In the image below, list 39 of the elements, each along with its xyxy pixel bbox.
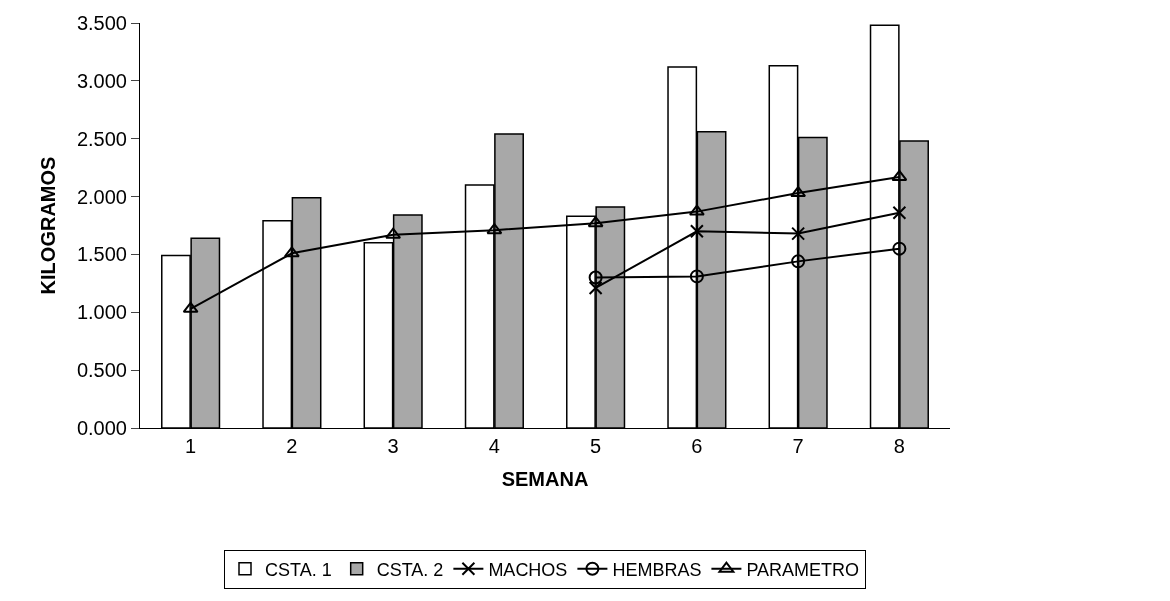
point	[587, 216, 604, 228]
point	[283, 246, 300, 258]
point	[892, 205, 907, 220]
point	[486, 223, 503, 235]
legend-label: MACHOS	[488, 559, 568, 580]
x-tick-label: 7	[792, 435, 804, 457]
point	[790, 186, 807, 198]
point	[891, 169, 908, 181]
legend-label: CSTA. 2	[376, 559, 444, 580]
point	[689, 224, 704, 239]
x-tick-label: 8	[893, 435, 905, 457]
legend-label: HEMBRAS	[612, 559, 702, 580]
y-tick-label: 0.000	[76, 417, 127, 439]
legend-label: CSTA. 1	[265, 559, 332, 580]
x-tick-label: 4	[488, 435, 500, 457]
y-axis-title: KILOGRAMOS	[37, 156, 60, 295]
x-tick-label: 1	[185, 435, 197, 457]
point	[689, 269, 704, 284]
y-tick-label: 3.000	[76, 69, 127, 92]
x-tick-label: 3	[387, 435, 399, 457]
point	[791, 254, 806, 269]
x-tick-label: 6	[691, 435, 703, 457]
y-tick-label: 0.500	[76, 359, 127, 382]
point	[588, 270, 603, 285]
y-tick-label: 3.500	[76, 12, 127, 34]
x-tick-label: 5	[590, 435, 602, 457]
point	[688, 204, 705, 216]
point	[385, 227, 402, 239]
legend-label: PARAMETRO	[746, 559, 860, 580]
point	[892, 241, 907, 256]
y-tick-label: 2.000	[76, 185, 127, 208]
point	[182, 301, 199, 313]
y-tick-label: 1.000	[76, 301, 127, 324]
point	[588, 280, 603, 295]
y-tick-label: 1.500	[76, 243, 127, 266]
x-tick-label: 2	[286, 435, 298, 457]
x-axis-title: SEMANA	[501, 467, 589, 490]
point	[791, 226, 806, 241]
y-tick-label: 2.500	[76, 127, 127, 150]
